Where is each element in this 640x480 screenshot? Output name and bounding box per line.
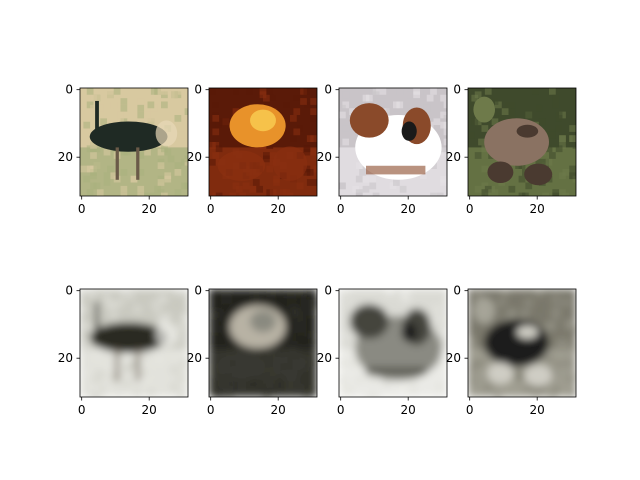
panel-image [468,289,576,397]
x-tick-label: 0 [337,202,345,216]
y-tick-label: 20 [187,351,202,365]
panel-image [80,289,188,397]
y-tick-label: 0 [65,284,73,298]
subplot-original-flower: 0 20 0 20 [187,83,318,216]
subplot-reconstruction-dog: 0 20 0 20 [317,284,448,417]
x-tick-label: 20 [401,403,416,417]
x-tick-label: 0 [78,403,86,417]
subplot-original-frog: 0 20 0 20 [446,83,577,216]
subplot-original-dog: 0 20 0 20 [317,83,448,216]
x-tick-label: 20 [271,202,286,216]
axes-frame [79,288,189,398]
y-tick-label: 20 [317,351,332,365]
panel-image [468,88,576,196]
axes-frame [208,87,318,197]
x-tick-label: 0 [207,403,215,417]
y-tick-label: 0 [194,83,202,97]
y-tick-label: 20 [317,150,332,164]
y-tick-label: 0 [194,284,202,298]
y-tick-label: 20 [58,150,73,164]
axes-frame [79,87,189,197]
y-tick-label: 20 [446,351,461,365]
panel-image [209,88,317,196]
y-tick-label: 20 [446,150,461,164]
panel-image [339,88,447,196]
y-tick-label: 0 [65,83,73,97]
axes-frame [467,288,577,398]
x-tick-label: 20 [142,403,157,417]
subplot-reconstruction-ostrich: 0 20 0 20 [58,284,189,417]
x-tick-label: 20 [530,403,545,417]
x-tick-label: 0 [466,403,474,417]
x-tick-label: 20 [271,403,286,417]
y-tick-label: 0 [324,284,332,298]
panel-image [80,88,188,196]
panel-image [339,289,447,397]
y-tick-label: 20 [58,351,73,365]
y-tick-label: 0 [324,83,332,97]
x-tick-label: 0 [207,202,215,216]
x-tick-label: 20 [142,202,157,216]
panel-image [209,289,317,397]
subplot-reconstruction-flower: 0 20 0 20 [187,284,318,417]
x-tick-label: 0 [337,403,345,417]
axes-frame [338,288,448,398]
subplot-original-ostrich: 0 20 0 20 [58,83,189,216]
x-tick-label: 20 [401,202,416,216]
x-tick-label: 0 [466,202,474,216]
axes-frame [208,288,318,398]
axes-frame [338,87,448,197]
x-tick-label: 20 [530,202,545,216]
subplot-reconstruction-frog: 0 20 0 20 [446,284,577,417]
y-tick-label: 20 [187,150,202,164]
axes-frame [467,87,577,197]
x-tick-label: 0 [78,202,86,216]
y-tick-label: 0 [453,83,461,97]
y-tick-label: 0 [453,284,461,298]
